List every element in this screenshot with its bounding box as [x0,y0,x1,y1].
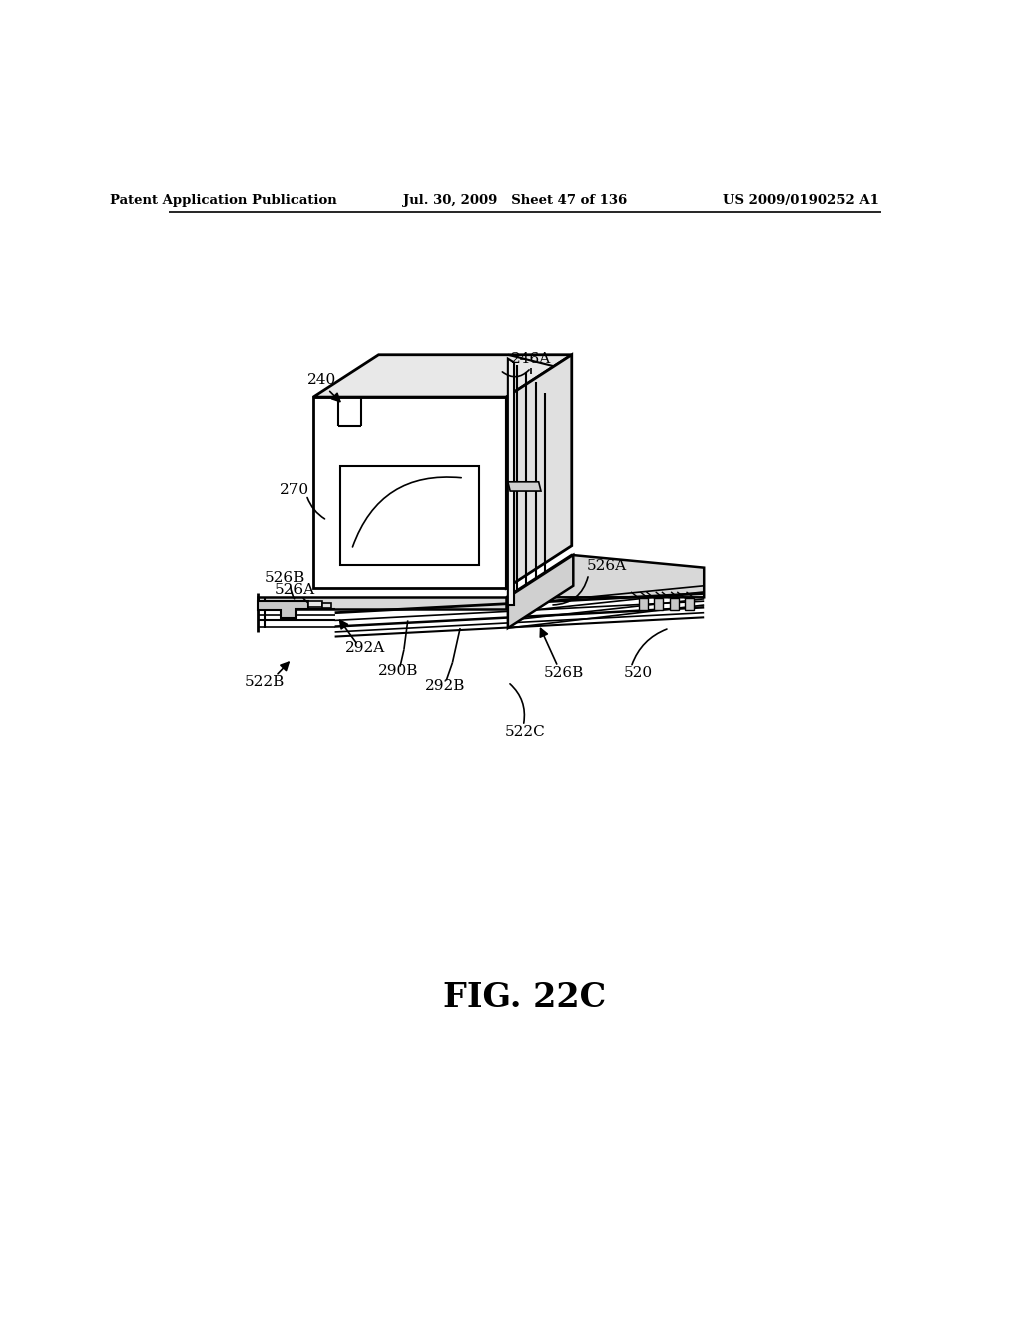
Polygon shape [508,482,541,491]
Text: 290B: 290B [378,664,419,678]
Polygon shape [322,603,331,609]
Polygon shape [258,598,506,609]
Text: 240: 240 [307,374,336,387]
Text: 292B: 292B [425,678,465,693]
Text: 526B: 526B [264,572,305,585]
Polygon shape [639,598,648,610]
Polygon shape [258,601,307,618]
Polygon shape [313,397,506,589]
Polygon shape [654,598,664,610]
Polygon shape [508,359,514,605]
Text: 292A: 292A [345,642,385,655]
Text: 522C: 522C [505,725,546,739]
Polygon shape [307,601,322,607]
Text: 522B: 522B [245,675,286,689]
Text: 526B: 526B [544,665,585,680]
Text: Jul. 30, 2009   Sheet 47 of 136: Jul. 30, 2009 Sheet 47 of 136 [403,194,628,207]
Polygon shape [508,554,573,628]
Polygon shape [506,554,705,598]
Polygon shape [340,466,479,565]
Polygon shape [313,355,571,397]
Text: US 2009/0190252 A1: US 2009/0190252 A1 [723,194,879,207]
Polygon shape [685,598,694,610]
Polygon shape [670,598,679,610]
Text: 526A: 526A [274,582,314,597]
Text: 246A: 246A [511,351,551,366]
Text: 520: 520 [625,665,653,680]
Text: 526A: 526A [587,560,627,573]
Text: 270: 270 [280,483,309,496]
Polygon shape [506,355,571,589]
Text: Patent Application Publication: Patent Application Publication [110,194,336,207]
Text: FIG. 22C: FIG. 22C [443,981,606,1014]
